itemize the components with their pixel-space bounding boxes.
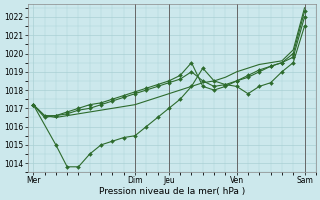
X-axis label: Pression niveau de la mer( hPa ): Pression niveau de la mer( hPa ) <box>99 187 245 196</box>
